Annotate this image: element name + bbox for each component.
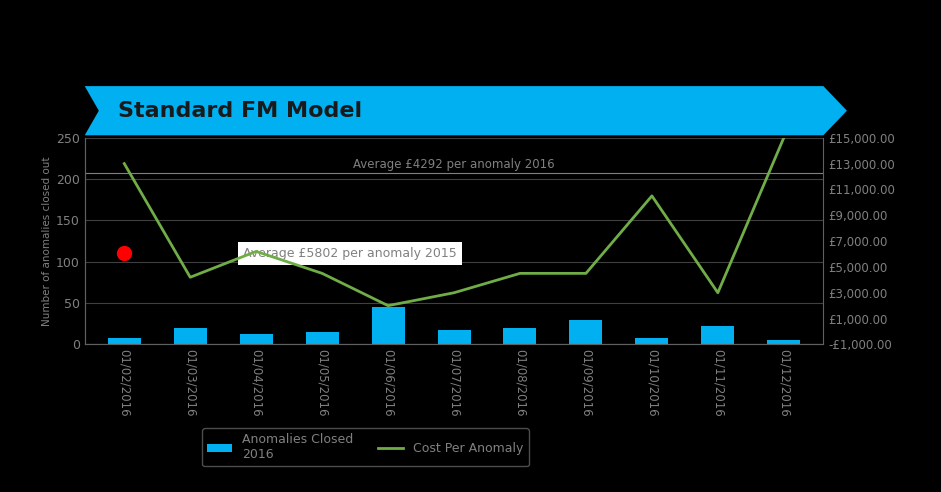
Cost Per Anomaly	[184, 275, 196, 280]
Bar	[635, 338, 668, 344]
Y-axis label: Number of anomalies closed out: Number of anomalies closed out	[41, 156, 52, 326]
Bar	[108, 338, 141, 344]
Cost Per Anomaly	[382, 303, 393, 308]
Bar	[767, 340, 800, 344]
Cost Per Anomaly	[581, 271, 592, 277]
Legend: Anomalies Closed
2016, Cost Per Anomaly: Anomalies Closed 2016, Cost Per Anomaly	[202, 428, 529, 466]
Cost Per Anomaly	[316, 271, 327, 277]
Cost Per Anomaly	[778, 135, 789, 141]
Cost Per Anomaly	[119, 160, 130, 166]
Bar	[701, 326, 734, 344]
Line: Cost Per Anomaly: Cost Per Anomaly	[124, 138, 784, 306]
Cost Per Anomaly	[448, 290, 459, 296]
Bar	[438, 330, 470, 344]
Text: Standard FM Model: Standard FM Model	[118, 101, 361, 121]
Bar	[569, 320, 602, 344]
Bar	[503, 328, 536, 344]
Cost Per Anomaly	[646, 193, 658, 199]
Bar	[240, 335, 273, 344]
Bar	[306, 332, 339, 344]
Cost Per Anomaly	[515, 271, 526, 277]
Bar	[174, 328, 207, 344]
Bar	[372, 307, 405, 344]
Text: Average £4292 per anomaly 2016: Average £4292 per anomaly 2016	[353, 158, 555, 171]
Cost Per Anomaly	[712, 290, 724, 296]
Text: Average £5802 per anomaly 2015: Average £5802 per anomaly 2015	[243, 247, 456, 260]
Cost Per Anomaly	[250, 248, 262, 254]
